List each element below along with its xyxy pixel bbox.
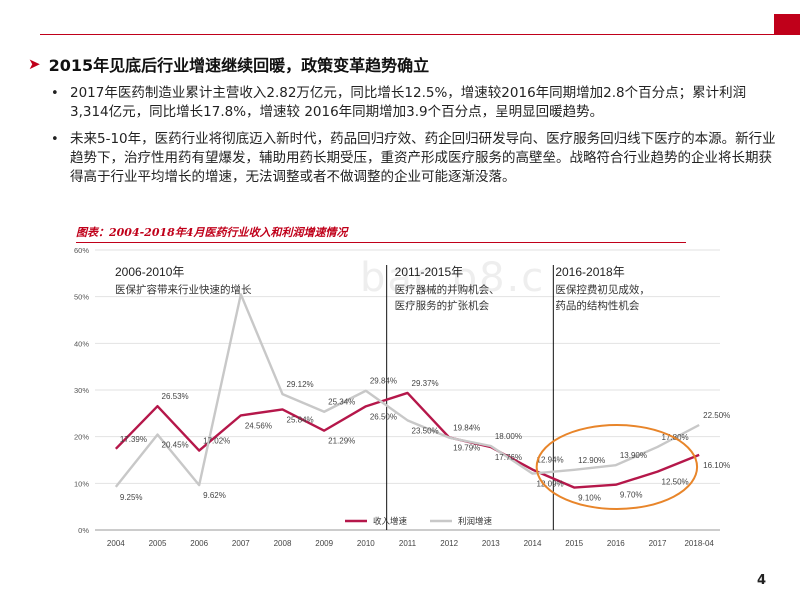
data-label: 29.84%	[370, 377, 397, 386]
data-label: 17.39%	[120, 435, 147, 444]
data-label: 25.84%	[287, 415, 314, 424]
data-label: 26.50%	[370, 412, 397, 421]
data-label: 9.10%	[578, 494, 601, 503]
arrow-bullet-icon: ➤	[28, 55, 41, 73]
period-title: 2011-2015年	[395, 265, 464, 279]
data-label: 12.09%	[537, 480, 564, 489]
x-tick-label: 2016	[607, 539, 625, 548]
period-desc: 医保控费初见成效，	[555, 283, 650, 296]
x-tick-label: 2009	[315, 539, 333, 548]
y-tick-label: 20%	[74, 433, 89, 442]
period-desc: 医疗服务的扩张机会	[395, 299, 490, 312]
x-tick-label: 2004	[107, 539, 125, 548]
data-label: 12.90%	[578, 456, 605, 465]
data-label: 22.50%	[703, 411, 730, 420]
x-tick-label: 2006	[190, 539, 208, 548]
data-label: 17.02%	[203, 437, 230, 446]
x-tick-label: 2011	[399, 539, 417, 548]
y-tick-label: 40%	[74, 339, 89, 348]
bullet-text: 未来5-10年，医药行业将彻底迈入新时代，药品回归疗效、药企回归研发导向、医疗服…	[70, 131, 776, 185]
series-line-revenue	[114, 391, 700, 489]
data-label: 12.94%	[537, 456, 564, 465]
data-label: 13.90%	[620, 451, 647, 460]
section-heading: ➤ 2015年见底后行业增速继续回暖，政策变革趋势确立	[28, 51, 788, 77]
data-label: 21.29%	[328, 437, 355, 446]
data-label: 26.53%	[162, 392, 189, 401]
x-tick-label: 2012	[440, 539, 458, 548]
y-tick-label: 60%	[74, 246, 89, 255]
data-label: 23.50%	[412, 426, 439, 435]
x-tick-label: 2017	[649, 539, 667, 548]
x-tick-label: 2015	[565, 539, 583, 548]
period-desc: 医疗器械的并购机会、	[395, 283, 500, 296]
data-label: 25.34%	[328, 398, 355, 407]
x-tick-label: 2010	[357, 539, 375, 548]
y-tick-label: 50%	[74, 293, 89, 302]
heading-text: 2015年见底后行业增速继续回暖，政策变革趋势确立	[48, 56, 430, 75]
bullet-item: • 2017年医药制造业累计主营收入2.82万亿元，同比增长12.5%，增速较2…	[48, 84, 776, 122]
data-label: 12.50%	[662, 478, 689, 487]
series-line-profit	[114, 293, 700, 488]
data-label: 16.10%	[703, 461, 730, 470]
y-tick-label: 30%	[74, 386, 89, 395]
x-tick-label: 2007	[232, 539, 250, 548]
bullet-list: • 2017年医药制造业累计主营收入2.82万亿元，同比增长12.5%，增速较2…	[48, 84, 776, 195]
period-title: 2016-2018年	[555, 265, 624, 279]
legend-label: 收入增速	[373, 516, 408, 527]
x-tick-label: 2005	[149, 539, 167, 548]
corner-block	[774, 14, 800, 34]
chart-title: 图表：2004-2018年4月医药行业收入和利润增速情况	[76, 226, 348, 239]
legend-label: 利润增速	[458, 516, 493, 527]
highlight-ellipse	[535, 424, 699, 510]
period-desc: 药品的结构性机会	[555, 299, 639, 312]
x-tick-label: 2013	[482, 539, 500, 548]
top-rule	[40, 34, 800, 35]
x-tick-label: 2008	[274, 539, 292, 548]
y-tick-label: 10%	[74, 479, 89, 488]
bullet-dot-icon: •	[51, 132, 59, 147]
period-title: 2006-2010年	[115, 265, 184, 279]
data-label: 19.79%	[453, 444, 480, 453]
data-label: 18.00%	[495, 432, 522, 441]
watermark: bac o8.c	[360, 255, 546, 301]
data-label: 29.12%	[287, 380, 314, 389]
chart-title-rule	[76, 242, 686, 243]
x-tick-label: 2018-04	[684, 539, 714, 548]
bullet-dot-icon: •	[51, 86, 59, 101]
data-label: 19.84%	[453, 423, 480, 432]
bullet-item: • 未来5-10年，医药行业将彻底迈入新时代，药品回归疗效、药企回归研发导向、医…	[48, 130, 776, 187]
x-tick-label: 2014	[524, 539, 542, 548]
page-number: 4	[756, 573, 766, 588]
y-tick-label: 0%	[78, 526, 89, 535]
data-label: 24.56%	[245, 421, 272, 430]
data-label: 20.45%	[162, 441, 189, 450]
data-label: 9.25%	[120, 493, 143, 502]
top-bar	[0, 14, 800, 40]
data-label: 9.70%	[620, 491, 643, 500]
data-label: 17.76%	[495, 453, 522, 462]
period-desc: 医保扩容带来行业快速的增长	[115, 283, 252, 296]
bullet-text: 2017年医药制造业累计主营收入2.82万亿元，同比增长12.5%，增速较201…	[70, 85, 747, 120]
data-label: 9.62%	[203, 491, 226, 500]
data-label: 29.37%	[412, 379, 439, 388]
